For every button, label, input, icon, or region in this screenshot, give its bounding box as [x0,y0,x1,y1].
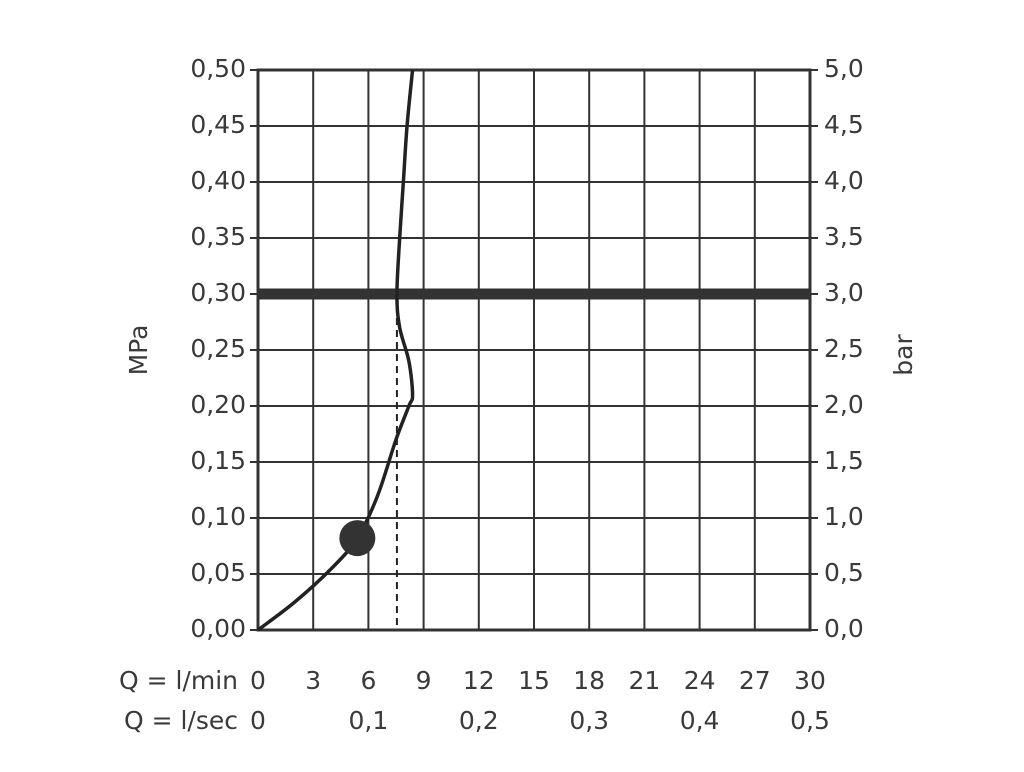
x2-tick-label: 0 [250,706,266,735]
x2-tick-label: 0,4 [680,706,720,735]
y2-tick-label: 3,5 [824,222,864,251]
x-tick-label: 15 [518,666,550,695]
y-tick-label: 0,05 [190,558,246,587]
y2-tick-label: 1,5 [824,446,864,475]
y-axis-label: MPa [124,325,153,376]
x-tick-label: 21 [628,666,660,695]
y-tick-label: 0,35 [190,222,246,251]
x-tick-label: 12 [463,666,495,695]
y2-tick-label: 2,5 [824,334,864,363]
y-tick-label: 0,40 [190,166,246,195]
x2-axis-label: Q = l/sec [124,706,238,735]
y-tick-label: 0,50 [190,54,246,83]
y2-tick-label: 3,0 [824,278,864,307]
x2-tick-label: 0,2 [459,706,499,735]
y2-tick-label: 2,0 [824,390,864,419]
y2-tick-label: 4,5 [824,110,864,139]
y-tick-label: 0,15 [190,446,246,475]
plot-frame [256,68,812,632]
y2-axis-label: bar [889,334,918,376]
x-tick-label: 9 [416,666,432,695]
x-tick-label: 27 [739,666,771,695]
y-tick-label: 0,00 [190,614,246,643]
y2-tick-label: 0,0 [824,614,864,643]
x-tick-label: 18 [573,666,605,695]
x-tick-label: 24 [684,666,716,695]
x-tick-label: 3 [305,666,321,695]
y2-tick-label: 1,0 [824,502,864,531]
y-tick-label: 0,20 [190,390,246,419]
x2-tick-label: 0,5 [790,706,830,735]
y-tick-label: 0,25 [190,334,246,363]
y2-tick-label: 5,0 [824,54,864,83]
y2-tick-label: 0,5 [824,558,864,587]
flow-curve [256,69,415,632]
x2-tick-label: 0,1 [349,706,389,735]
operating-point [339,520,376,557]
x-axis-label: Q = l/min [119,666,238,695]
x-tick-label: 6 [360,666,376,695]
y-tick-label: 0,10 [190,502,246,531]
y-tick-label: 0,30 [190,278,246,307]
y2-tick-label: 4,0 [824,166,864,195]
y-tick-label: 0,45 [190,110,246,139]
x-tick-label: 0 [250,666,266,695]
x2-tick-label: 0,3 [569,706,609,735]
x-tick-label: 30 [794,666,826,695]
